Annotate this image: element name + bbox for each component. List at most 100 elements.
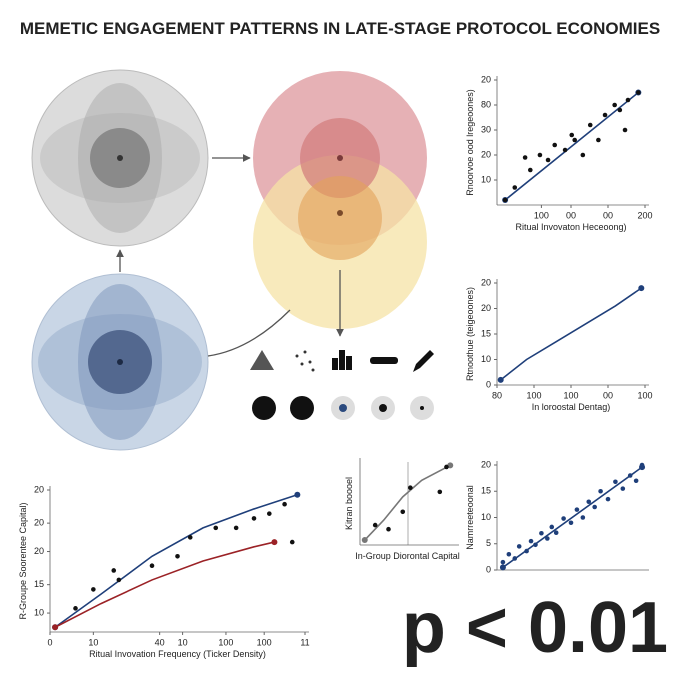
point — [549, 524, 555, 530]
point — [598, 488, 603, 494]
x-tick-label: 40 — [155, 637, 165, 647]
point — [533, 542, 538, 548]
icon-bars — [332, 350, 352, 370]
y-tick-label: 10 — [481, 354, 491, 364]
point — [572, 137, 577, 143]
point — [522, 155, 528, 160]
y-tick-label: 20 — [34, 518, 44, 528]
x-tick-label: 80 — [492, 390, 502, 400]
y-tick-label: 30 — [481, 124, 491, 134]
point — [512, 556, 518, 561]
point — [512, 185, 518, 190]
x-axis-label: Ritual Invovation Frequency (Ticker Dens… — [89, 649, 266, 659]
line — [364, 464, 451, 541]
point — [617, 107, 623, 113]
x-tick-label: 0 — [47, 637, 52, 647]
line — [54, 493, 298, 628]
x-axis-label: In loroostal Dentag) — [532, 402, 611, 412]
diagram — [31, 69, 434, 545]
point — [408, 485, 413, 491]
point — [539, 530, 544, 536]
y-tick-label: 20 — [34, 546, 44, 556]
icon-dots — [295, 350, 315, 372]
point — [524, 548, 529, 554]
x-tick-label: 00 — [603, 390, 613, 400]
x-tick-label: 10 — [88, 637, 98, 647]
dot — [117, 155, 123, 161]
point — [386, 526, 391, 532]
x-tick-label: 11 — [300, 637, 309, 647]
x-axis-label: In-Group Diorontal Capital — [355, 551, 460, 561]
point — [516, 544, 522, 549]
point — [372, 522, 378, 528]
point — [537, 152, 543, 158]
y-tick-label: 20 — [481, 459, 491, 469]
y-tick-label: 0 — [486, 564, 491, 574]
y-tick-label: 15 — [34, 579, 44, 589]
point — [561, 516, 566, 521]
y-tick-label: 20 — [481, 277, 491, 287]
y-axis-label: Rtnoothue (teigeoones) — [465, 287, 475, 381]
y-axis-label: Rnoorvoe ood lregeoones) — [465, 89, 475, 196]
y-tick-label: 80 — [481, 99, 491, 109]
y-tick-label: 10 — [481, 512, 491, 522]
point — [91, 587, 96, 592]
point — [613, 479, 618, 485]
point — [73, 606, 78, 611]
point — [580, 152, 586, 158]
point — [574, 507, 580, 512]
end-point — [499, 564, 506, 571]
connector — [207, 309, 291, 357]
end-point — [497, 376, 504, 383]
point — [267, 511, 272, 516]
point — [251, 516, 257, 521]
point — [502, 197, 508, 203]
line — [54, 541, 275, 628]
trend-line — [502, 466, 643, 569]
point — [444, 464, 449, 470]
point — [620, 486, 626, 491]
x-tick-label: 100 — [563, 390, 578, 400]
end-point — [294, 491, 301, 498]
point — [562, 147, 568, 153]
y-tick-label: 10 — [481, 174, 491, 184]
point — [633, 478, 639, 484]
dot — [337, 155, 343, 161]
y-axis-label: R-Groupe Soorentee Capital) — [18, 502, 28, 619]
point — [213, 525, 219, 531]
point — [500, 559, 506, 565]
y-tick-label: 15 — [481, 328, 491, 338]
point — [586, 499, 592, 505]
point — [437, 489, 443, 495]
y-tick-label: 5 — [486, 538, 491, 548]
point — [596, 137, 601, 143]
point — [175, 553, 180, 559]
title: MEMETIC ENGAGEMENT PATTERNS IN LATE-STAG… — [20, 19, 660, 38]
point — [289, 539, 295, 545]
circle — [298, 176, 382, 260]
x-tick-label: 100 — [257, 637, 272, 647]
icon-circle — [252, 396, 276, 420]
point — [605, 496, 611, 502]
x-tick-label: 100 — [218, 637, 233, 647]
y-tick-label: 20 — [481, 74, 491, 84]
point — [528, 167, 533, 173]
point — [636, 90, 641, 95]
point — [552, 142, 558, 148]
point — [111, 568, 117, 573]
x-tick-label: 00 — [566, 210, 576, 220]
point — [233, 525, 239, 531]
y-tick-label: 10 — [34, 607, 44, 617]
icon-triangle — [250, 350, 274, 370]
end-point — [271, 539, 278, 546]
point — [553, 530, 559, 536]
end-point — [361, 537, 368, 544]
x-tick-label: 100 — [526, 390, 541, 400]
y-axis-label: Kitran boooel — [344, 477, 354, 530]
point — [602, 112, 608, 118]
x-tick-label: 00 — [603, 210, 613, 220]
icon-circle — [339, 404, 347, 412]
dot — [337, 210, 343, 216]
x-axis-label: Ritual Invovaton Heceoong) — [515, 222, 626, 232]
end-point — [52, 624, 59, 631]
